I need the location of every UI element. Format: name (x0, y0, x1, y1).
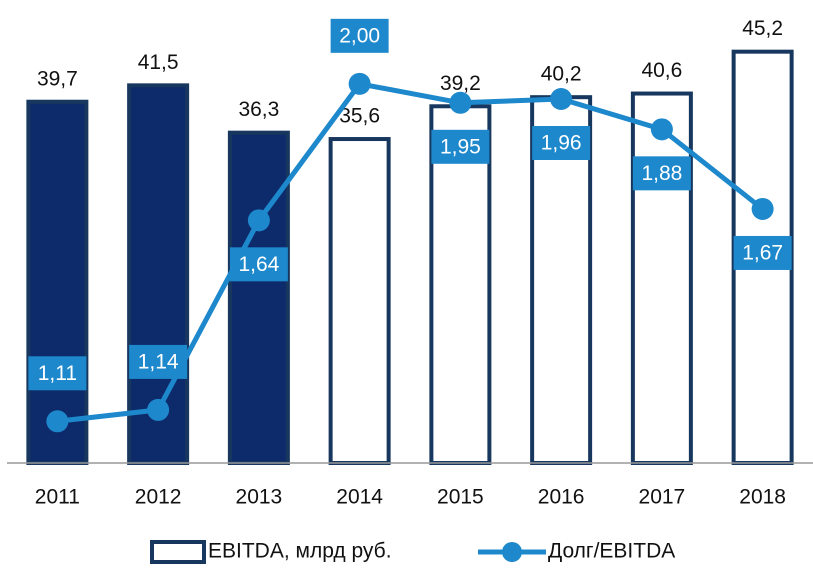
line-label-box (532, 126, 591, 160)
bar-value-label: 39,7 (37, 67, 78, 90)
line-marker (147, 398, 170, 421)
x-tick-label: 2013 (236, 486, 283, 509)
bar (26, 99, 89, 465)
line-marker (449, 91, 472, 114)
x-tick-label: 2015 (437, 486, 484, 509)
line-value-label: 1,96 (541, 132, 582, 155)
line-label-box (330, 18, 389, 53)
x-tick-label: 2011 (35, 486, 80, 509)
x-tick-label: 2012 (135, 486, 182, 509)
x-tick-label: 2018 (739, 486, 786, 509)
line-value-label: 1,88 (641, 162, 682, 185)
legend-swatch (502, 542, 522, 562)
line-label-box (28, 356, 87, 391)
legend-label: Долг/EBITDA (548, 540, 675, 563)
line-marker (247, 209, 270, 232)
line-marker (650, 118, 673, 141)
line-label-box (632, 156, 691, 191)
bar-value-label: 40,2 (541, 63, 582, 86)
line-value-label: 1,11 (38, 362, 77, 385)
line-value-label: 1,64 (238, 253, 279, 276)
line-value-label: 1,14 (138, 350, 179, 373)
bar-value-label: 41,5 (138, 51, 179, 74)
bar-value-label: 35,6 (339, 105, 380, 128)
line-label-box (733, 235, 792, 270)
line-value-label: 1,67 (742, 242, 783, 265)
line-marker (46, 410, 69, 433)
line-value-label: 2,00 (339, 24, 380, 47)
line-label-box (229, 247, 288, 282)
line-label-box (431, 129, 490, 164)
bar-value-label: 45,2 (742, 17, 783, 40)
line-marker (751, 197, 774, 220)
x-tick-label: 2016 (538, 486, 585, 509)
legend-swatch (150, 540, 206, 564)
line-marker (348, 72, 371, 95)
bar-value-label: 36,3 (238, 98, 279, 121)
line-label-box (129, 344, 188, 379)
bar (328, 137, 391, 465)
x-tick-label: 2017 (639, 486, 686, 509)
x-tick-label: 2014 (336, 486, 383, 509)
legend-label: EBITDA, млрд руб. (208, 540, 392, 563)
bar (630, 91, 693, 465)
bar (227, 130, 290, 465)
bar-value-label: 39,2 (440, 72, 481, 95)
line-marker (550, 88, 573, 110)
bar-value-label: 40,6 (641, 59, 682, 82)
line-value-label: 1,95 (440, 135, 481, 158)
